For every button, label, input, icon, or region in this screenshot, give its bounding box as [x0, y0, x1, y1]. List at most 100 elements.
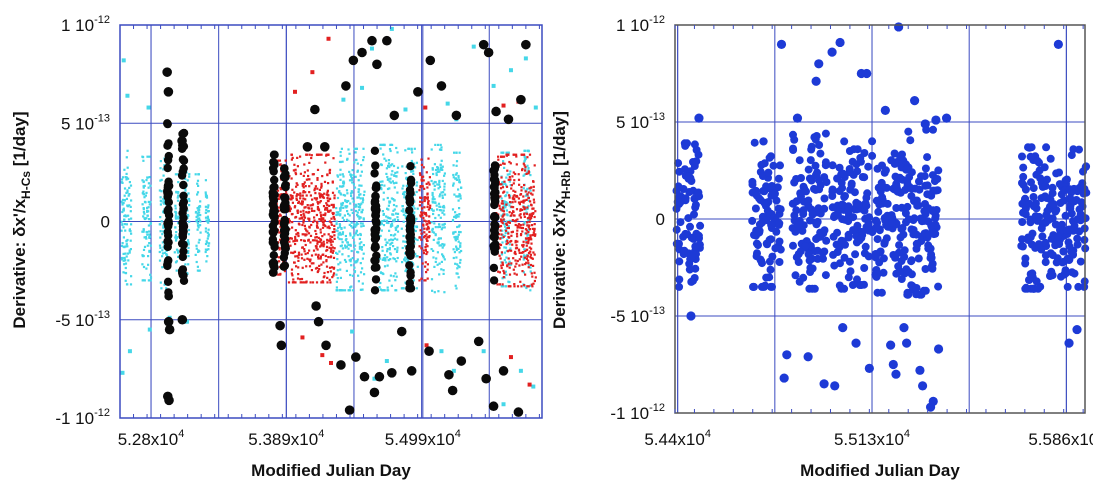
chart-0-series-1-point	[522, 199, 525, 202]
chart-1-x-tick-label-2: 5.586x104	[1028, 428, 1093, 449]
chart-0-series-0-point	[443, 188, 446, 191]
chart-0-series-0-point	[204, 179, 207, 182]
chart-0-series-0-point	[379, 281, 382, 285]
chart-0-series-1-point	[513, 283, 516, 286]
chart-0-series-1-point	[292, 240, 295, 243]
chart-0-series-0-point	[362, 193, 366, 197]
chart-0-series-0-point	[386, 216, 389, 219]
chart-0-series-0-point	[176, 251, 180, 254]
chart-0-series-0-point	[149, 222, 152, 225]
chart-0-series-0-point	[395, 275, 398, 278]
chart-0-series-1-point	[526, 221, 529, 224]
chart-0-series-0-point	[389, 242, 392, 245]
chart-0-series-1-point	[531, 193, 534, 196]
chart-0-series-0-point	[387, 208, 390, 211]
chart-0-series-1-point	[498, 204, 501, 207]
chart-1-series-0-point	[879, 268, 888, 277]
chart-0-series-1-point	[318, 192, 321, 195]
chart-0-series-1-point	[294, 173, 298, 176]
chart-0-series-1-point	[425, 214, 428, 217]
chart-0-series-0-point	[121, 181, 124, 184]
chart-0-series-0-outlier	[508, 68, 513, 73]
chart-0-series-1-point	[420, 277, 423, 280]
chart-0-series-0-point	[503, 246, 506, 249]
chart-1-series-0-point	[1029, 193, 1038, 201]
chart-0-series-0-point	[177, 181, 180, 184]
chart-0-series-0-point	[206, 217, 210, 220]
chart-0-series-0-point	[351, 191, 354, 194]
chart-1-series-0-point	[868, 137, 877, 146]
chart-0-series-0-point	[459, 245, 462, 248]
chart-1-series-0-point	[752, 239, 761, 248]
chart-1-series-0-point	[860, 264, 869, 272]
chart-0-series-0-point	[348, 214, 351, 217]
chart-0-series-1-point	[502, 191, 505, 194]
chart-0-series-0-point	[430, 221, 433, 224]
chart-0-series-1-point	[525, 229, 528, 232]
chart-0-series-1-point	[507, 178, 510, 181]
chart-0-series-0-point	[394, 233, 397, 236]
chart-0-series-0-point	[509, 220, 512, 223]
chart-0-series-1-point	[419, 186, 422, 189]
chart-0-series-0-point	[351, 236, 355, 239]
chart-0-series-1-point	[424, 235, 427, 238]
chart-0-series-0-point	[207, 218, 210, 221]
chart-0-series-0-point	[455, 160, 459, 163]
chart-0-series-0-point	[384, 244, 387, 247]
chart-0-series-1-point	[522, 243, 525, 246]
chart-0-series-0-outlier	[369, 46, 374, 51]
chart-1-series-0-point	[811, 161, 820, 170]
chart-0-series-1-outlier	[527, 382, 532, 387]
chart-0-series-0-point	[336, 258, 339, 261]
chart-0-series-0-point	[505, 176, 508, 179]
chart-0-series-0-point	[162, 224, 165, 227]
chart-0-series-1-point	[518, 214, 521, 217]
chart-1-series-0-point	[791, 227, 800, 236]
chart-0-series-0-point	[404, 256, 407, 259]
chart-0-series-1-point	[521, 263, 524, 266]
chart-0-series-1-point	[326, 238, 329, 241]
chart-0-series-0-point	[404, 216, 407, 219]
chart-0-series-2-point	[178, 252, 187, 262]
chart-0-series-1-point	[326, 281, 329, 284]
chart-0-series-1-point	[528, 228, 532, 231]
chart-0-series-1-point	[301, 184, 304, 187]
chart-0-series-1-point	[330, 239, 333, 242]
chart-0-series-2-point	[268, 235, 278, 244]
chart-0-series-1-point	[291, 274, 294, 277]
chart-0-series-0-point	[123, 256, 126, 260]
chart-0-series-0-point	[340, 238, 343, 241]
chart-0-series-0-point	[393, 199, 396, 202]
chart-0-series-0-point	[438, 209, 441, 212]
chart-0-series-1-point	[333, 230, 336, 233]
chart-0-series-0-point	[340, 147, 343, 150]
chart-1-series-0-point	[895, 241, 904, 250]
chart-0-series-2-point	[165, 181, 174, 190]
chart-0-series-0-point	[197, 184, 200, 187]
chart-0-series-0-point	[443, 226, 446, 229]
chart-0-series-1-point	[515, 273, 518, 276]
chart-0-series-1-point	[332, 215, 335, 218]
chart-1-series-0-outlier	[915, 365, 925, 375]
chart-0-series-0-point	[388, 216, 391, 220]
chart-0-series-0-point	[350, 194, 353, 197]
chart-1-series-0-point	[1041, 192, 1050, 201]
chart-0-series-0-point	[351, 274, 354, 277]
chart-0-series-0-point	[433, 265, 436, 268]
chart-0-series-0-point	[162, 246, 165, 249]
chart-0-series-1-point	[320, 193, 323, 196]
chart-0-series-0-point	[529, 266, 532, 269]
chart-0-series-1-point	[291, 221, 294, 224]
chart-0-series-1-point	[318, 268, 321, 271]
chart-0-series-0-point	[339, 213, 342, 216]
chart-0-series-1-point	[315, 213, 318, 217]
chart-0-series-0-point	[335, 280, 338, 283]
chart-1-series-0-point	[802, 187, 810, 196]
chart-0-series-1-point	[526, 285, 529, 288]
chart-0-series-1-point	[514, 172, 517, 176]
chart-0-series-1-point	[310, 223, 313, 227]
chart-0-series-1-point	[523, 256, 526, 259]
chart-0-series-0-point	[404, 149, 407, 152]
chart-1-series-0-point	[835, 163, 844, 172]
chart-1-series-0-point	[775, 258, 784, 266]
